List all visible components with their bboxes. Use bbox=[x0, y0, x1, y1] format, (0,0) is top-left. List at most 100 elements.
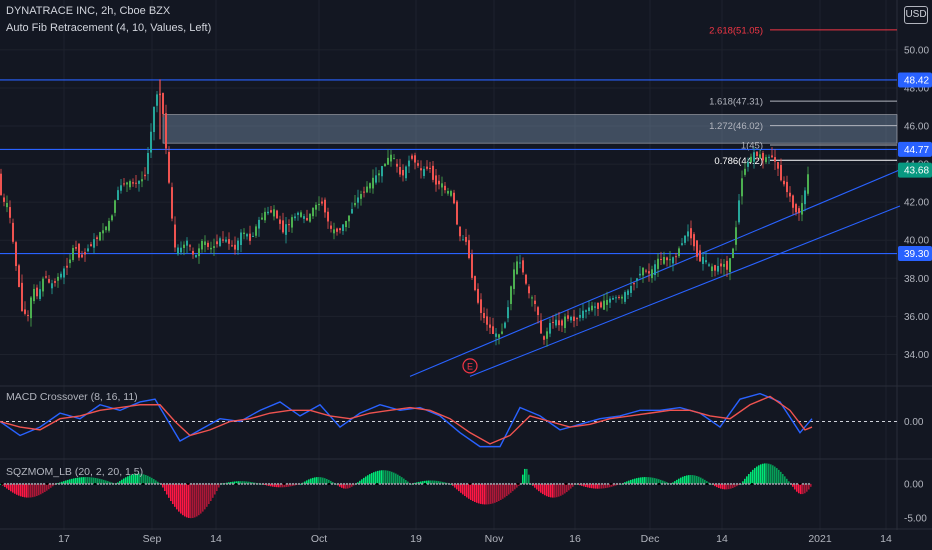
candle bbox=[444, 182, 446, 194]
candle bbox=[654, 260, 656, 281]
sqzmom-bar bbox=[379, 470, 381, 484]
sqzmom-bar bbox=[373, 472, 375, 484]
candle bbox=[741, 170, 743, 205]
candle-body bbox=[324, 199, 326, 213]
sqzmom-bar bbox=[57, 483, 59, 484]
squeeze-dot bbox=[321, 482, 325, 486]
candle-body bbox=[258, 219, 260, 229]
sqzmom-bar bbox=[2, 483, 4, 486]
candle-body bbox=[174, 224, 176, 248]
sqzmom-bar bbox=[24, 483, 26, 498]
sqzmom-bar bbox=[774, 466, 776, 484]
candle-body bbox=[255, 226, 257, 236]
candle-body bbox=[696, 240, 698, 257]
candle-body bbox=[306, 217, 308, 221]
candle-body bbox=[402, 169, 404, 176]
squeeze-dot bbox=[621, 482, 625, 486]
candle bbox=[219, 236, 221, 248]
squeeze-dot bbox=[69, 482, 73, 486]
candle bbox=[360, 190, 362, 206]
squeeze-dot bbox=[453, 482, 457, 486]
candle bbox=[429, 161, 431, 173]
candle bbox=[108, 217, 110, 233]
candle-body bbox=[534, 300, 536, 305]
sqzmom-bar bbox=[341, 483, 343, 488]
candle bbox=[753, 147, 755, 169]
sqzmom-bar bbox=[502, 483, 504, 499]
squeeze-dot bbox=[675, 482, 679, 486]
sqzmom-bar bbox=[212, 483, 214, 498]
candle bbox=[210, 241, 212, 254]
candle-body bbox=[177, 247, 179, 255]
candle-body bbox=[648, 271, 650, 274]
sqzmom-bar bbox=[524, 468, 526, 484]
sqzmom-bar bbox=[762, 463, 764, 484]
candle bbox=[270, 205, 272, 214]
candle bbox=[570, 315, 572, 323]
candle-body bbox=[36, 287, 38, 297]
squeeze-dot bbox=[480, 482, 484, 486]
candle bbox=[198, 243, 200, 264]
squeeze-dot bbox=[42, 482, 46, 486]
sqzmom-bar bbox=[630, 479, 632, 484]
candle bbox=[366, 181, 368, 194]
time-tick-label: Sep bbox=[143, 533, 162, 545]
candle-body bbox=[684, 235, 686, 243]
sqzmom-bar bbox=[310, 478, 312, 484]
candle-body bbox=[381, 166, 383, 177]
sqzmom-bar bbox=[0, 483, 2, 485]
candle-body bbox=[624, 292, 626, 302]
squeeze-dot bbox=[213, 482, 217, 486]
candle bbox=[393, 154, 395, 160]
sqzmom-bar bbox=[12, 483, 14, 493]
squeeze-dot bbox=[147, 482, 151, 486]
candle-body bbox=[690, 228, 692, 239]
sqzmom-bar bbox=[304, 481, 306, 484]
candle bbox=[441, 176, 443, 196]
candle-body bbox=[600, 302, 602, 308]
candle bbox=[399, 158, 401, 178]
squeeze-dot bbox=[705, 482, 709, 486]
sqzmom-bar bbox=[359, 480, 361, 484]
sqzmom-bar bbox=[688, 475, 690, 484]
candle bbox=[531, 295, 533, 307]
squeeze-dot bbox=[309, 482, 313, 486]
candle-body bbox=[315, 204, 317, 210]
candle bbox=[573, 309, 575, 328]
candle bbox=[630, 277, 632, 298]
squeeze-dot bbox=[657, 482, 661, 486]
candle bbox=[408, 155, 410, 173]
squeeze-dot bbox=[693, 482, 697, 486]
sqzmom-bar bbox=[644, 477, 646, 484]
squeeze-dot bbox=[312, 482, 316, 486]
candle-body bbox=[606, 299, 608, 305]
squeeze-dot bbox=[588, 482, 592, 486]
candle-body bbox=[168, 151, 170, 183]
candle bbox=[81, 250, 83, 259]
squeeze-dot bbox=[798, 482, 802, 486]
squeeze-dot bbox=[324, 482, 328, 486]
price-tick-label: 50.00 bbox=[904, 45, 929, 56]
squeeze-dot bbox=[60, 482, 64, 486]
sqzmom-bar bbox=[570, 483, 572, 489]
candle bbox=[339, 227, 341, 234]
candle bbox=[711, 263, 713, 278]
squeeze-dot bbox=[429, 482, 433, 486]
sqzmom-bar bbox=[750, 471, 752, 484]
currency-button[interactable]: USD bbox=[904, 6, 928, 24]
squeeze-dot bbox=[777, 482, 781, 486]
sqzmom-bar bbox=[692, 475, 694, 484]
sqzmom-bar bbox=[566, 483, 568, 492]
squeeze-dot bbox=[666, 482, 670, 486]
candle bbox=[534, 295, 536, 312]
candle bbox=[117, 186, 119, 201]
squeeze-dot bbox=[231, 482, 235, 486]
candle-body bbox=[444, 185, 446, 191]
sqzmom-bar bbox=[516, 483, 518, 488]
sqzmom-bar bbox=[238, 481, 240, 484]
squeeze-dot bbox=[399, 482, 403, 486]
sqzmom-bar bbox=[369, 474, 371, 484]
sqzmom-bar bbox=[246, 481, 248, 484]
candle bbox=[300, 210, 302, 218]
